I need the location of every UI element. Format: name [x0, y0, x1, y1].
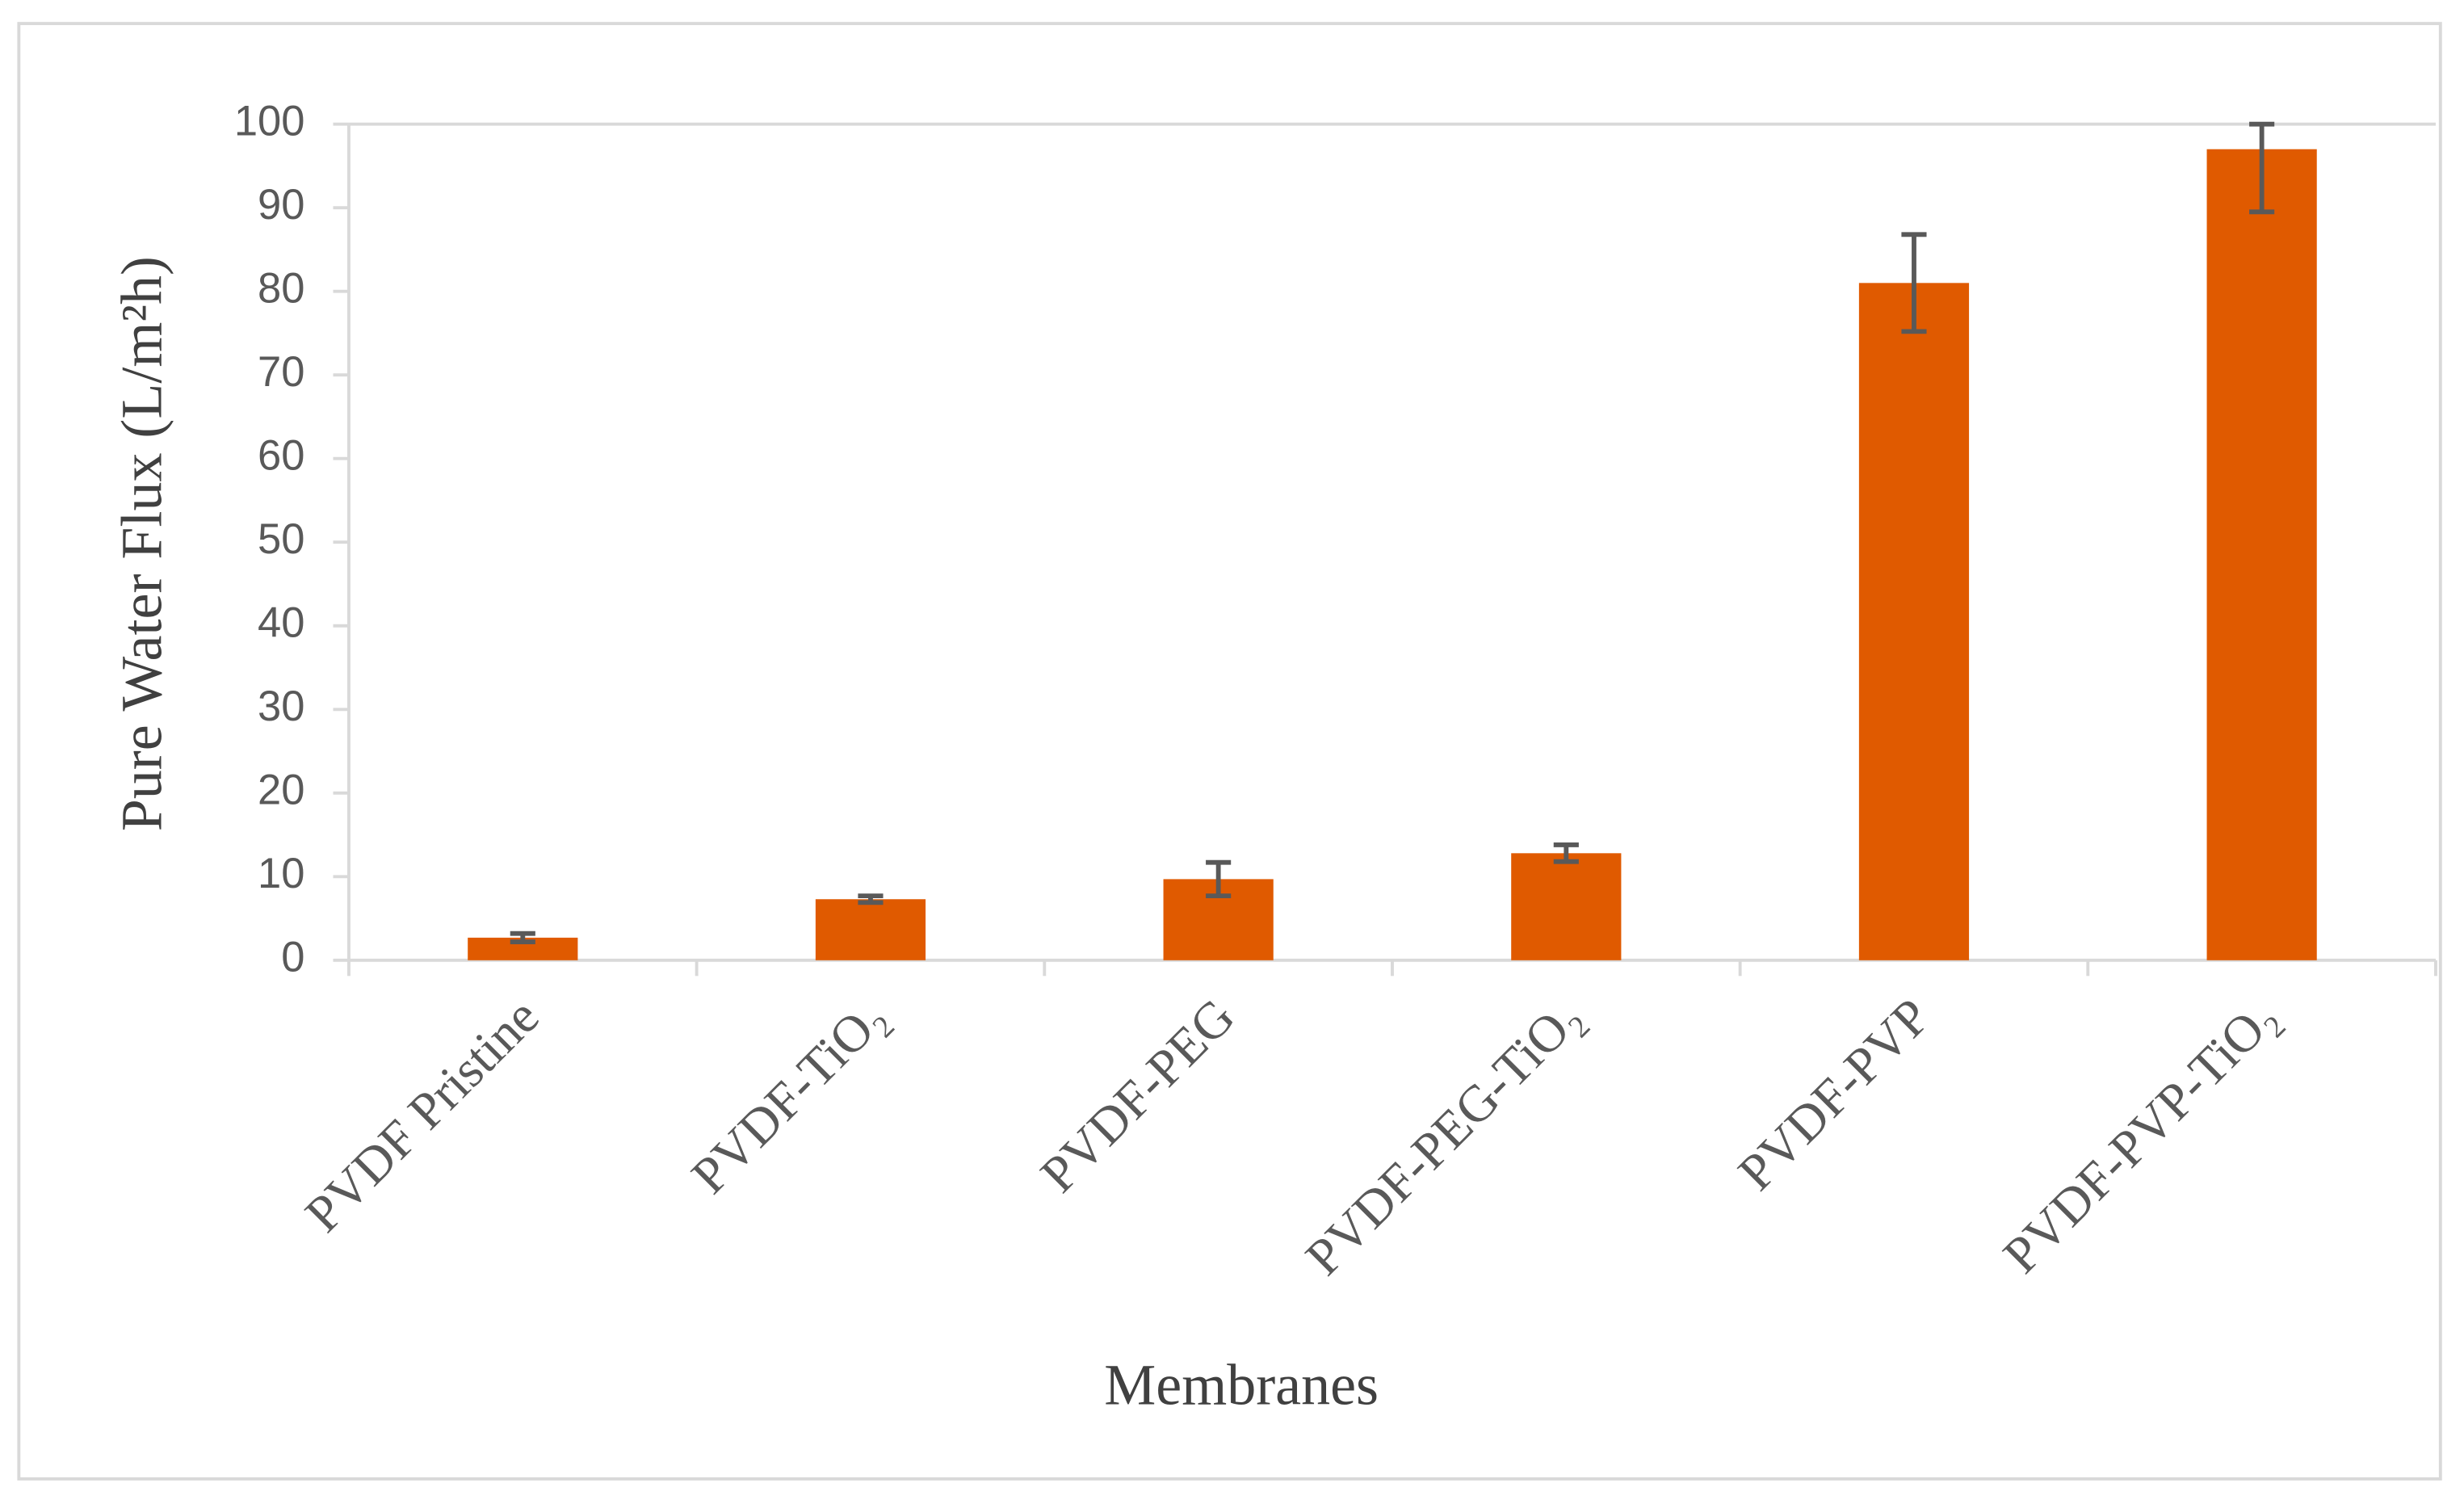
bar	[2206, 149, 2317, 960]
bar	[1511, 853, 1622, 960]
y-axis-title: Pure Water Flux (L/m²h)	[109, 256, 174, 831]
y-tick-label: 80	[258, 265, 304, 313]
y-tick-label: 0	[281, 934, 304, 981]
bar	[1858, 283, 1970, 960]
error-bar	[1553, 842, 1579, 864]
y-tick-label: 10	[258, 850, 304, 897]
bar	[815, 899, 926, 960]
y-tick-label: 30	[258, 683, 304, 730]
y-tick-label: 100	[234, 98, 305, 145]
error-bar	[858, 893, 884, 905]
error-bar	[510, 931, 535, 944]
y-tick-label: 40	[258, 599, 304, 647]
x-axis-title: Membranes	[1104, 1352, 1379, 1417]
error-bar	[2249, 121, 2275, 215]
y-tick-label: 70	[258, 348, 304, 396]
y-tick-label: 20	[258, 767, 304, 814]
error-bar	[1901, 232, 1927, 334]
y-tick-label: 90	[258, 181, 304, 229]
error-bar	[1206, 859, 1232, 899]
chart-border	[17, 22, 2442, 1481]
y-tick-label: 50	[258, 515, 304, 563]
y-tick-label: 60	[258, 432, 304, 480]
